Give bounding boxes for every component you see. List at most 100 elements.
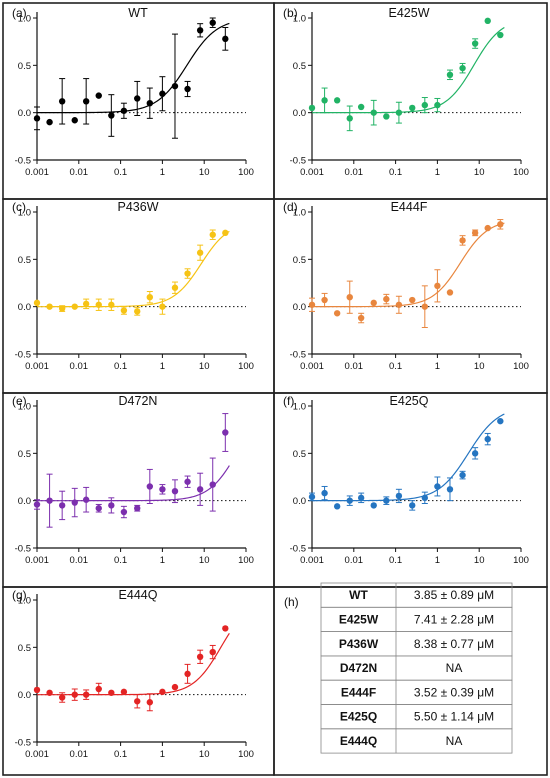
data-point <box>308 493 316 501</box>
data-point <box>120 307 128 314</box>
panel-title: WT <box>128 6 148 20</box>
y-tick-label: -0.5 <box>290 156 306 167</box>
data-point <box>497 31 504 39</box>
table-cell-value: 8.38 ± 0.77 μM <box>414 637 494 651</box>
data-point <box>333 503 341 510</box>
data-point <box>333 97 341 104</box>
data-point <box>120 508 128 516</box>
x-tick-label: 100 <box>238 749 254 760</box>
data-point <box>209 231 216 238</box>
x-tick-label: 10 <box>199 555 210 566</box>
data-point <box>71 691 78 698</box>
table-cell-name: E425W <box>339 612 379 626</box>
y-tick-label: 1.0 <box>293 402 306 413</box>
data-point <box>46 497 53 504</box>
x-tick-label: 1 <box>435 555 440 566</box>
y-tick-label: 1.0 <box>18 402 31 413</box>
x-tick-label: 0.1 <box>114 749 127 760</box>
y-tick-label: -0.5 <box>15 156 31 167</box>
data-point <box>308 104 316 112</box>
table-cell-name: E425Q <box>340 710 377 724</box>
x-tick-label: 0.1 <box>389 167 402 178</box>
data-point <box>471 229 479 237</box>
panel-title: P436W <box>118 200 159 214</box>
panel-letter: (c) <box>12 200 26 214</box>
data-point <box>71 499 78 506</box>
panel-letter: (g) <box>12 588 27 602</box>
data-point <box>370 502 377 509</box>
table-row <box>320 728 513 754</box>
data-point <box>471 40 479 47</box>
data-point <box>409 104 416 112</box>
y-tick-label: 0.0 <box>18 496 31 507</box>
data-point <box>395 109 403 116</box>
y-tick-label: 0.5 <box>18 643 31 654</box>
fit-curve <box>37 465 230 502</box>
data-point <box>159 90 166 97</box>
x-tick-label: 10 <box>474 167 485 178</box>
panel-letter: (f) <box>283 394 294 408</box>
chart-p436w: -0.5 0.0 0.5 1.0 0.001 0.01 0.1 1 10 100 (c) P436W <box>12 200 254 372</box>
data-point <box>184 270 191 277</box>
data-point <box>357 314 365 322</box>
data-point <box>82 300 90 308</box>
data-point <box>95 505 102 512</box>
data-point <box>58 98 66 105</box>
chart-e425w: -0.5 0.0 0.5 1.0 0.001 0.01 0.1 1 10 100 (b) E425W <box>283 6 529 178</box>
data-point <box>484 17 491 25</box>
x-tick-label: 0.01 <box>345 167 364 178</box>
chart-e444q: -0.5 0.0 0.5 1.0 0.001 0.01 0.1 1 10 100 (g) E444Q <box>12 588 254 760</box>
table-cell-name: WT <box>349 588 368 602</box>
x-tick-label: 0.01 <box>70 167 89 178</box>
data-point <box>196 486 204 493</box>
x-tick-label: 0.1 <box>114 555 127 566</box>
x-tick-label: 0.001 <box>25 555 49 566</box>
table-cell-value: NA <box>446 734 463 748</box>
data-point <box>333 310 341 317</box>
data-point <box>421 101 429 109</box>
data-point <box>434 483 441 490</box>
data-point <box>134 308 141 315</box>
data-point <box>184 85 191 93</box>
x-tick-label: 10 <box>199 749 210 760</box>
table-cell-name: P436W <box>339 637 379 651</box>
y-tick-label: -0.5 <box>290 350 306 361</box>
y-tick-label: -0.5 <box>15 738 31 749</box>
panel-letter: (a) <box>12 6 27 20</box>
y-tick-label: -0.5 <box>15 350 31 361</box>
data-point <box>159 688 166 696</box>
chart-e425q: -0.5 0.0 0.5 1.0 0.001 0.01 0.1 1 10 100 (f) E425Q <box>283 394 529 566</box>
x-tick-label: 10 <box>199 361 210 372</box>
table-cell-value: NA <box>446 661 463 675</box>
x-tick-label: 0.1 <box>114 167 127 178</box>
table-cell-value: 3.85 ± 0.89 μM <box>414 588 494 602</box>
fit-curve <box>37 632 230 696</box>
x-tick-label: 1 <box>160 167 165 178</box>
data-point <box>95 301 102 308</box>
fit-curve <box>37 22 230 114</box>
data-point <box>196 653 204 660</box>
panel-frame <box>2 586 275 776</box>
data-point <box>409 502 416 509</box>
data-point <box>209 648 216 656</box>
data-point <box>171 82 179 90</box>
data-point <box>434 282 441 290</box>
data-point <box>484 435 491 443</box>
panel-title: D472N <box>119 394 158 408</box>
data-point <box>196 249 204 256</box>
x-tick-label: 0.1 <box>114 361 127 372</box>
panel-title: E444Q <box>119 588 158 602</box>
data-point <box>134 95 141 102</box>
data-point <box>95 92 102 99</box>
data-point <box>222 429 229 436</box>
x-tick-label: 100 <box>238 555 254 566</box>
x-tick-label: 10 <box>474 555 485 566</box>
data-point <box>134 505 141 512</box>
x-tick-label: 0.001 <box>25 167 49 178</box>
x-tick-label: 0.1 <box>389 361 402 372</box>
data-point <box>134 698 141 705</box>
data-point <box>171 683 179 691</box>
data-point <box>196 27 204 34</box>
fit-curve <box>312 27 505 114</box>
table-cell-name: E444Q <box>340 734 377 748</box>
